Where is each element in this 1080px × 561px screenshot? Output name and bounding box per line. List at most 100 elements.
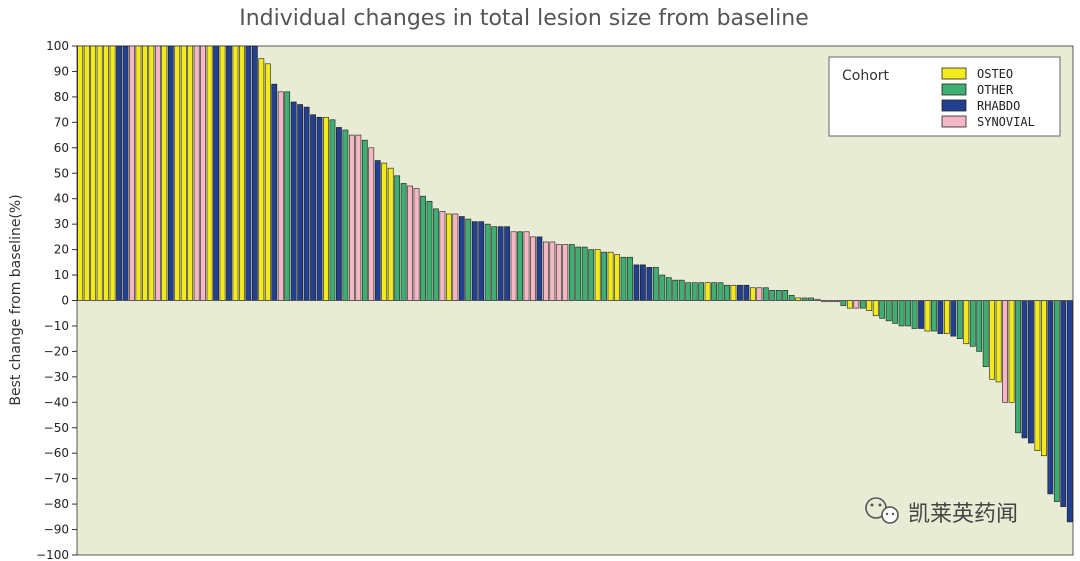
bar-other bbox=[627, 256, 633, 301]
bar-rhabdo bbox=[646, 267, 653, 301]
y-tick-label: 10 bbox=[54, 268, 69, 282]
bar-synovial bbox=[439, 211, 446, 301]
bar-osteo bbox=[730, 284, 737, 301]
bar-osteo bbox=[872, 300, 879, 317]
bar-osteo bbox=[1034, 300, 1041, 451]
bar-osteo bbox=[206, 45, 213, 301]
bar-other bbox=[361, 139, 368, 301]
bar-rhabdo bbox=[251, 45, 258, 301]
bar-rhabdo bbox=[316, 116, 323, 301]
bar-other bbox=[394, 175, 401, 301]
bar-other bbox=[678, 279, 685, 301]
bars-group bbox=[77, 45, 1073, 523]
y-tick-label: 60 bbox=[54, 141, 69, 155]
legend-label-rhabdo: RHABDO bbox=[977, 99, 1020, 113]
bar-osteo bbox=[264, 63, 271, 301]
bar-osteo bbox=[161, 45, 168, 301]
bar-rhabdo bbox=[478, 221, 485, 301]
bar-other bbox=[659, 274, 666, 301]
bar-other bbox=[711, 282, 717, 301]
y-tick-label: 0 bbox=[61, 294, 69, 308]
bar-other bbox=[685, 282, 692, 301]
bar-synovial bbox=[129, 45, 135, 301]
bar-osteo bbox=[614, 254, 620, 301]
bar-rhabdo bbox=[297, 104, 304, 301]
bar-rhabdo bbox=[918, 300, 924, 329]
bar-osteo bbox=[594, 249, 601, 301]
bar-other bbox=[620, 256, 627, 301]
bar-osteo bbox=[995, 300, 1002, 383]
bar-osteo bbox=[239, 45, 245, 301]
bar-other bbox=[931, 300, 937, 332]
legend-label-other: OTHER bbox=[977, 83, 1014, 97]
bar-osteo bbox=[607, 251, 614, 301]
y-axis: 1009080706050403020100−10−20−30−40−50−60… bbox=[36, 39, 77, 561]
bar-synovial bbox=[407, 185, 413, 301]
bar-osteo bbox=[749, 287, 756, 301]
bar-other bbox=[672, 279, 679, 301]
bar-other bbox=[976, 300, 983, 352]
bar-osteo bbox=[445, 213, 452, 301]
y-tick-label: −40 bbox=[44, 395, 69, 409]
bar-other bbox=[581, 246, 588, 301]
bar-rhabdo bbox=[504, 226, 510, 301]
bar-rhabdo bbox=[374, 160, 381, 301]
bar-osteo bbox=[1041, 300, 1047, 457]
bar-osteo bbox=[142, 45, 148, 301]
bar-other bbox=[782, 290, 789, 301]
bar-osteo bbox=[866, 300, 873, 311]
y-tick-label: −100 bbox=[36, 548, 69, 561]
bar-other bbox=[788, 295, 795, 301]
bar-synovial bbox=[510, 231, 517, 301]
bar-other bbox=[762, 287, 769, 301]
bar-other bbox=[568, 244, 575, 301]
bar-rhabdo bbox=[458, 216, 465, 301]
bar-other bbox=[840, 300, 847, 306]
bar-other bbox=[400, 183, 407, 301]
bar-osteo bbox=[180, 45, 187, 301]
bar-other bbox=[465, 218, 472, 301]
bar-osteo bbox=[77, 45, 84, 301]
bar-other bbox=[879, 300, 886, 319]
bar-other bbox=[905, 300, 911, 327]
y-tick-label: −10 bbox=[44, 319, 69, 333]
bar-rhabdo bbox=[122, 45, 129, 301]
bar-other bbox=[426, 200, 433, 301]
y-tick-label: 90 bbox=[54, 64, 69, 78]
bar-other bbox=[885, 300, 892, 322]
bar-rhabdo bbox=[640, 264, 646, 301]
bar-osteo bbox=[148, 45, 155, 301]
bar-rhabdo bbox=[271, 83, 278, 301]
bar-synovial bbox=[523, 231, 530, 301]
y-tick-label: 40 bbox=[54, 192, 69, 206]
bar-rhabdo bbox=[167, 45, 174, 301]
bar-rhabdo bbox=[303, 106, 310, 301]
bar-osteo bbox=[323, 116, 329, 301]
bar-other bbox=[911, 300, 918, 329]
y-tick-label: −80 bbox=[44, 497, 69, 511]
bar-other bbox=[724, 284, 730, 301]
bar-rhabdo bbox=[310, 114, 316, 301]
bar-osteo bbox=[943, 300, 950, 334]
bar-rhabdo bbox=[1021, 300, 1028, 439]
bar-synovial bbox=[452, 213, 459, 301]
bar-other bbox=[484, 223, 491, 301]
bar-synovial bbox=[368, 147, 375, 301]
bar-rhabdo bbox=[226, 45, 232, 301]
bar-synovial bbox=[348, 134, 355, 301]
legend-label-synovial: SYNOVIAL bbox=[977, 115, 1035, 129]
bar-osteo bbox=[187, 45, 194, 301]
y-tick-label: −90 bbox=[44, 523, 69, 537]
bar-osteo bbox=[103, 45, 109, 301]
bar-synovial bbox=[756, 287, 763, 301]
bar-rhabdo bbox=[536, 236, 543, 301]
legend-title: Cohort bbox=[842, 68, 890, 84]
bar-synovial bbox=[853, 300, 860, 309]
bar-synovial bbox=[530, 236, 536, 301]
bar-osteo bbox=[83, 45, 90, 301]
y-tick-label: −30 bbox=[44, 370, 69, 384]
y-tick-label: −20 bbox=[44, 344, 69, 358]
bar-osteo bbox=[381, 162, 388, 301]
y-tick-label: −70 bbox=[44, 472, 69, 486]
